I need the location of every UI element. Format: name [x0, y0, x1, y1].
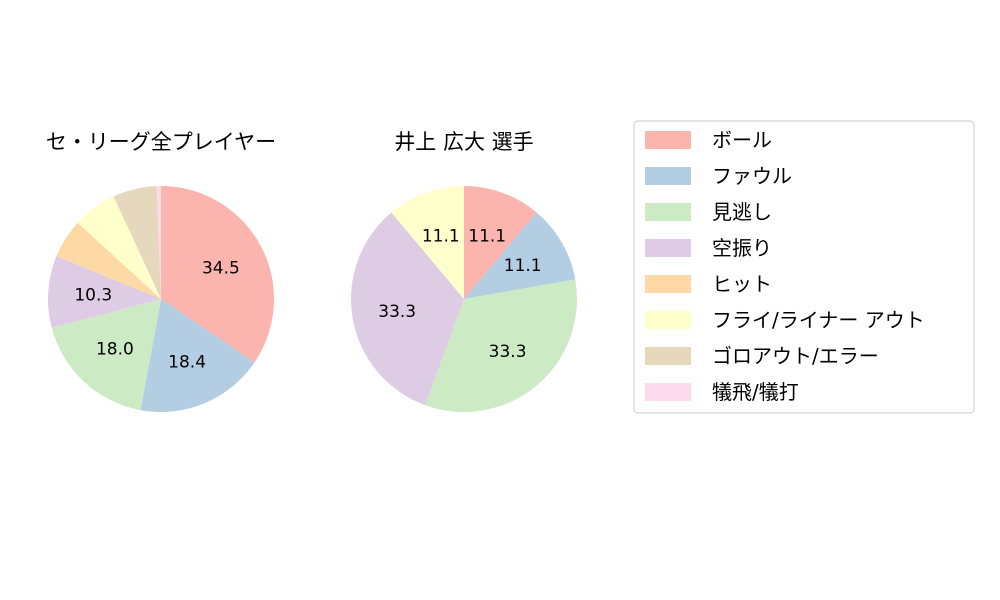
pie-slice-fly_liner_out [77, 196, 161, 299]
pie-slice-fly_liner_out [391, 186, 464, 299]
slice-value-label: 33.3 [489, 342, 527, 362]
legend-swatch [645, 311, 691, 329]
legend-item-swinging: 空振り [645, 236, 772, 260]
slice-value-label: 33.3 [378, 302, 416, 322]
legend-label: フライ/ライナー アウト [712, 308, 925, 332]
chart-title: セ・リーグ全プレイヤー [46, 130, 276, 154]
slice-value-label: 11.1 [504, 256, 542, 276]
pie-slice-grounder_out [113, 186, 161, 299]
pie-slice-swinging [351, 212, 464, 406]
legend-item-grounder_out: ゴロアウト/エラー [645, 344, 879, 368]
legend-swatch [645, 239, 691, 257]
legend-label: ゴロアウト/エラー [712, 344, 879, 368]
legend-label: ファウル [712, 164, 792, 188]
legend-swatch [645, 131, 691, 149]
legend-swatch [645, 275, 691, 293]
slice-value-label: 34.5 [202, 258, 240, 278]
pie-chart-2: 井上 広大 選手 11.1 11.1 33.3 33.3 11.1 [351, 130, 577, 413]
pie-slice-ball [464, 186, 537, 299]
legend-swatch [645, 383, 691, 401]
legend-label: 空振り [712, 236, 772, 260]
slice-value-label: 10.3 [74, 286, 112, 306]
legend-item-sacrifice: 犠飛/犠打 [645, 380, 799, 404]
pie-slice-hit [56, 222, 161, 299]
legend-item-ball: ボール [645, 128, 772, 152]
legend-item-hit: ヒット [645, 272, 772, 296]
pie-slice-foul [464, 212, 576, 299]
slice-value-label: 18.0 [96, 340, 134, 360]
legend-item-fly_liner_out: フライ/ライナー アウト [645, 308, 925, 332]
pie-slice-sacrifice [156, 186, 161, 299]
pie-slice-looking [425, 279, 577, 413]
pie-chart-1: セ・リーグ全プレイヤー 34.5 18.4 18.0 10.3 [46, 130, 276, 413]
pie-slice-foul [140, 299, 255, 413]
legend-label: ヒット [712, 272, 772, 296]
legend-swatch [645, 347, 691, 365]
chart-title: 井上 広大 選手 [394, 130, 533, 154]
legend-label: ボール [712, 128, 772, 152]
legend-item-looking: 見逃し [645, 200, 772, 224]
pie-slice-looking [51, 299, 162, 411]
slice-value-label: 11.1 [422, 226, 460, 246]
legend-label: 見逃し [712, 200, 772, 224]
slice-value-label: 11.1 [468, 226, 506, 246]
legend-swatch [645, 167, 691, 185]
pie-slice-ball [161, 186, 275, 363]
charts-area: セ・リーグ全プレイヤー 34.5 18.4 18.0 10.3 井上 広大 選手 11.1 1… [46, 130, 577, 413]
slice-value-label: 18.4 [168, 353, 206, 373]
legend-label: 犠飛/犠打 [712, 380, 799, 404]
legend-swatch [645, 203, 691, 221]
pie-slice-swinging [48, 256, 161, 328]
legend-frame [633, 120, 975, 414]
legend-item-foul: ファウル [645, 164, 792, 188]
